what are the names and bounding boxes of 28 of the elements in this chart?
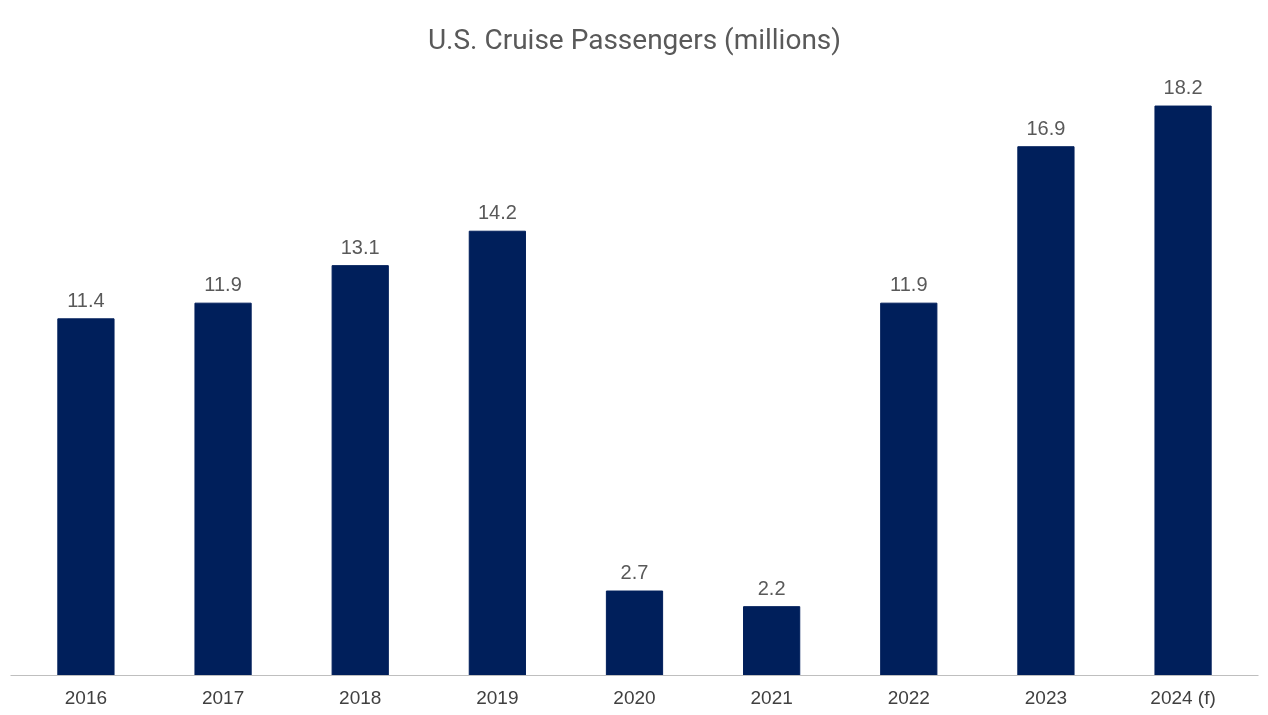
data-label: 16.9 xyxy=(1026,116,1066,139)
data-label: 11.9 xyxy=(890,273,928,296)
data-label: 11.9 xyxy=(204,273,242,296)
x-tick-label: 2021 xyxy=(750,686,793,708)
data-label: 2.2 xyxy=(757,576,786,599)
chart-title: U.S. Cruise Passengers (millions) xyxy=(427,22,842,56)
bar xyxy=(331,265,389,676)
x-tick-label: 2019 xyxy=(476,686,519,708)
bar xyxy=(1017,146,1075,676)
x-tick-label: 2017 xyxy=(201,686,245,708)
bar xyxy=(57,318,115,676)
data-label: 14.2 xyxy=(477,201,517,224)
data-label: 13.1 xyxy=(340,235,380,258)
bar xyxy=(880,302,938,676)
bar xyxy=(194,302,252,676)
bar xyxy=(605,590,664,676)
bar xyxy=(743,606,801,676)
data-label: 2.7 xyxy=(620,561,649,584)
data-label: 11.4 xyxy=(67,288,105,311)
bar xyxy=(468,230,526,676)
data-label: 18.2 xyxy=(1163,76,1203,99)
x-tick-label: 2024 (f) xyxy=(1150,686,1216,708)
x-tick-label: 2023 xyxy=(1024,686,1068,708)
x-tick-label: 2022 xyxy=(887,686,930,708)
x-tick-label: 2016 xyxy=(64,686,108,708)
x-tick-label: 2020 xyxy=(613,686,656,708)
x-tick-label: 2018 xyxy=(339,686,382,708)
bar xyxy=(1154,105,1212,676)
